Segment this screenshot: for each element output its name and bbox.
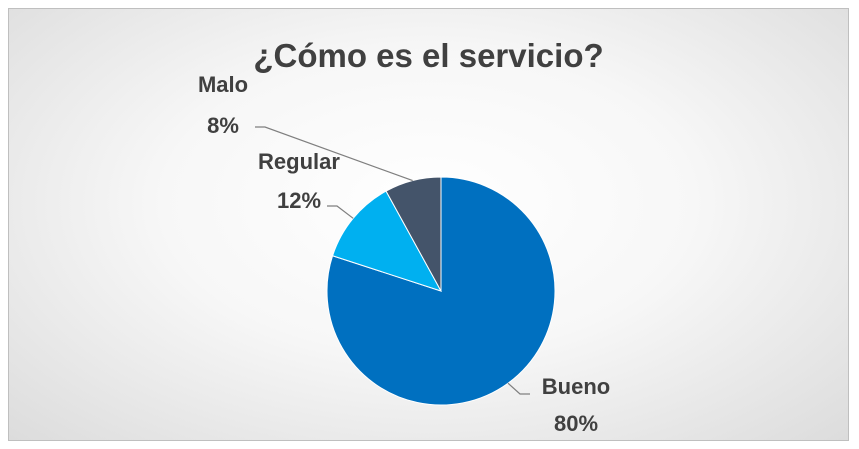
data-label-bueno-category: Bueno: [542, 374, 610, 399]
leader-line-bueno: [507, 382, 530, 395]
data-label-regular-category: Regular: [258, 149, 340, 174]
chart-area: ¿Cómo es el servicio? Bueno 80% Regular …: [8, 8, 849, 441]
pie-chart: Bueno 80% Regular 12% Malo 8%: [198, 72, 610, 436]
pie-slice-regular: [331, 190, 443, 292]
svg-text:Malo: Malo: [198, 72, 248, 97]
data-label-malo-percent: 8%: [207, 113, 239, 138]
svg-text:Regular: Regular: [258, 149, 340, 174]
data-label-malo-category: Malo: [198, 72, 248, 97]
data-label-regular-percent: 12%: [277, 188, 321, 213]
svg-text:8%: 8%: [207, 113, 239, 138]
chart-title: ¿Cómo es el servicio?: [253, 37, 604, 74]
leader-line-malo: [255, 126, 413, 182]
svg-text:Bueno: Bueno: [542, 374, 610, 399]
svg-text:12%: 12%: [277, 188, 321, 213]
svg-text:80%: 80%: [554, 411, 598, 436]
leader-line-regular: [327, 205, 354, 219]
data-label-bueno-percent: 80%: [554, 411, 598, 436]
leader-lines: [255, 126, 530, 395]
pie-slice-malo: [385, 176, 442, 292]
pie-slices: [326, 176, 556, 406]
pie-slice-bueno: [326, 176, 556, 406]
